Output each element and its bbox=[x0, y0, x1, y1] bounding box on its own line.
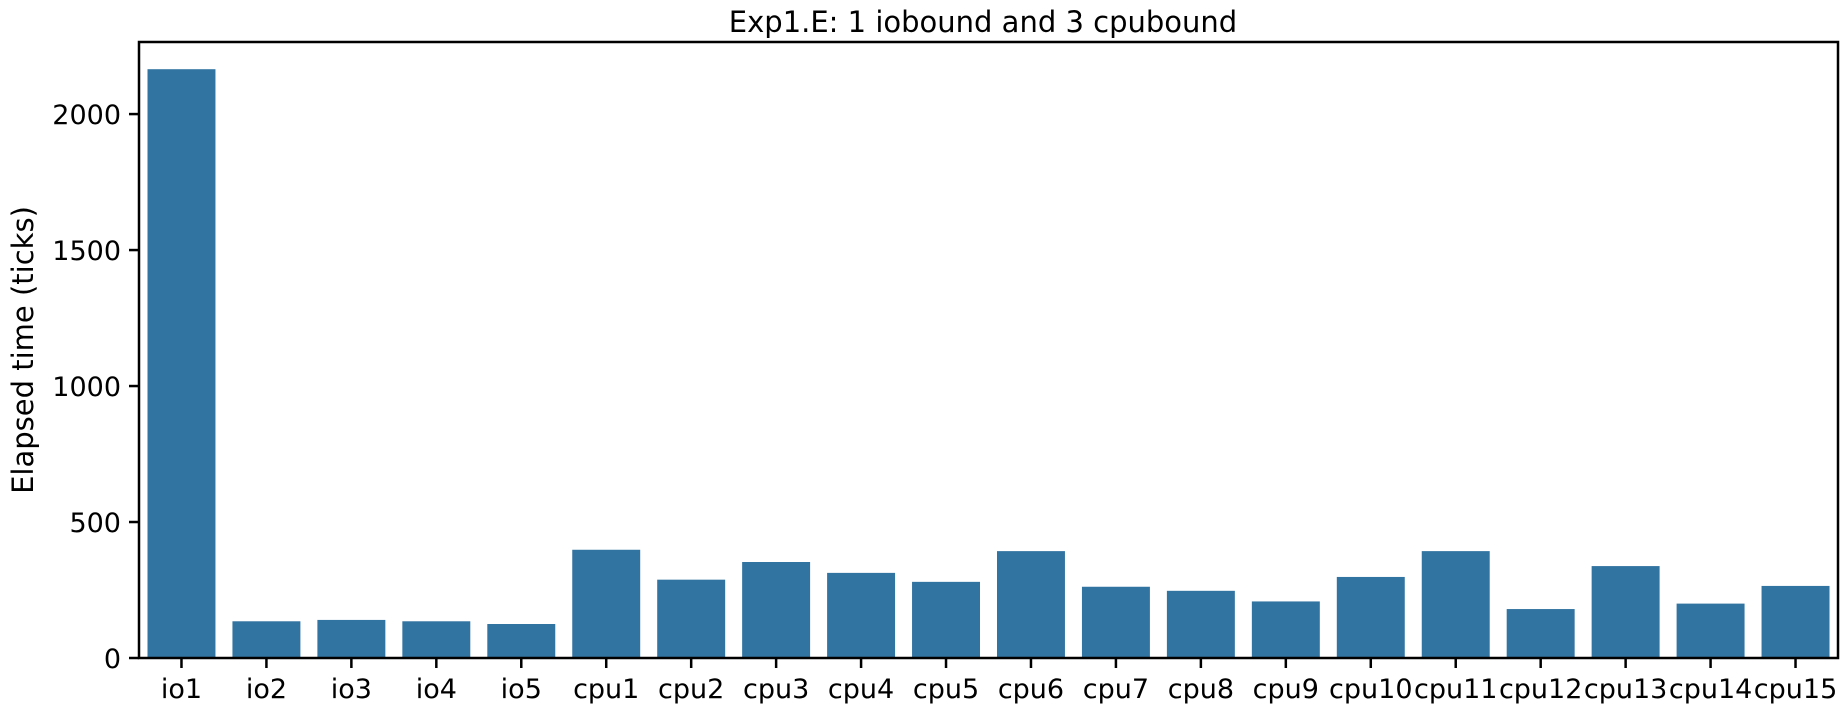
bar-io5 bbox=[487, 624, 556, 658]
x-tick-label-cpu11: cpu11 bbox=[1414, 674, 1497, 705]
x-tick-label-cpu9: cpu9 bbox=[1253, 674, 1319, 705]
x-tick-label-io2: io2 bbox=[246, 674, 287, 705]
bar-cpu2 bbox=[657, 579, 726, 658]
chart-title: Exp1.E: 1 iobound and 3 cpubound bbox=[729, 5, 1237, 39]
x-tick-label-cpu14: cpu14 bbox=[1669, 674, 1752, 705]
x-tick-label-cpu1: cpu1 bbox=[573, 674, 639, 705]
y-axis-label: Elapsed time (ticks) bbox=[6, 206, 40, 494]
bars-layer bbox=[147, 69, 1830, 658]
x-tick-label-io1: io1 bbox=[161, 674, 202, 705]
x-axis-ticks: io1 io2 io3 io4 io5 cpu1 cpu2 cpu3 cpu4 cpu5 cpu6 c… bbox=[161, 658, 1837, 705]
x-tick-label-cpu3: cpu3 bbox=[743, 674, 809, 705]
x-tick-label-cpu5: cpu5 bbox=[913, 674, 979, 705]
bar-cpu9 bbox=[1251, 601, 1320, 658]
bar-cpu11 bbox=[1421, 551, 1490, 658]
bar-cpu13 bbox=[1591, 566, 1660, 658]
bar-io1 bbox=[147, 69, 216, 658]
x-tick-label-io5: io5 bbox=[501, 674, 542, 705]
bar-io4 bbox=[402, 621, 471, 658]
bar-io3 bbox=[317, 619, 386, 658]
y-axis-ticks: 0 500 1000 1500 2000 bbox=[52, 100, 139, 675]
x-tick-label-io3: io3 bbox=[331, 674, 372, 705]
y-tick-label: 0 bbox=[104, 644, 121, 675]
x-tick-label-io4: io4 bbox=[416, 674, 457, 705]
bar-cpu12 bbox=[1506, 609, 1575, 658]
y-tick-label: 2000 bbox=[52, 100, 121, 131]
x-tick-label-cpu6: cpu6 bbox=[998, 674, 1064, 705]
x-tick-label-cpu4: cpu4 bbox=[828, 674, 894, 705]
x-tick-label-cpu7: cpu7 bbox=[1083, 674, 1149, 705]
y-tick-label: 1500 bbox=[52, 236, 121, 267]
x-tick-label-cpu10: cpu10 bbox=[1329, 674, 1412, 705]
bar-cpu6 bbox=[996, 551, 1065, 658]
x-tick-label-cpu2: cpu2 bbox=[658, 674, 724, 705]
x-tick-label-cpu13: cpu13 bbox=[1584, 674, 1667, 705]
x-tick-label-cpu12: cpu12 bbox=[1499, 674, 1582, 705]
x-tick-label-cpu15: cpu15 bbox=[1754, 674, 1837, 705]
bar-cpu1 bbox=[572, 549, 641, 658]
bar-cpu4 bbox=[827, 572, 896, 658]
bar-cpu14 bbox=[1676, 603, 1745, 658]
bar-cpu8 bbox=[1166, 590, 1235, 658]
y-tick-label: 500 bbox=[69, 508, 121, 539]
y-tick-label: 1000 bbox=[52, 372, 121, 403]
plot-frame bbox=[137, 40, 1840, 660]
bar-cpu5 bbox=[912, 581, 980, 658]
x-tick-label-cpu8: cpu8 bbox=[1168, 674, 1234, 705]
bar-cpu7 bbox=[1081, 586, 1150, 658]
bar-io2 bbox=[232, 621, 301, 658]
bar-cpu3 bbox=[742, 562, 811, 658]
bar-cpu10 bbox=[1336, 576, 1405, 658]
bar-cpu15 bbox=[1761, 585, 1830, 658]
